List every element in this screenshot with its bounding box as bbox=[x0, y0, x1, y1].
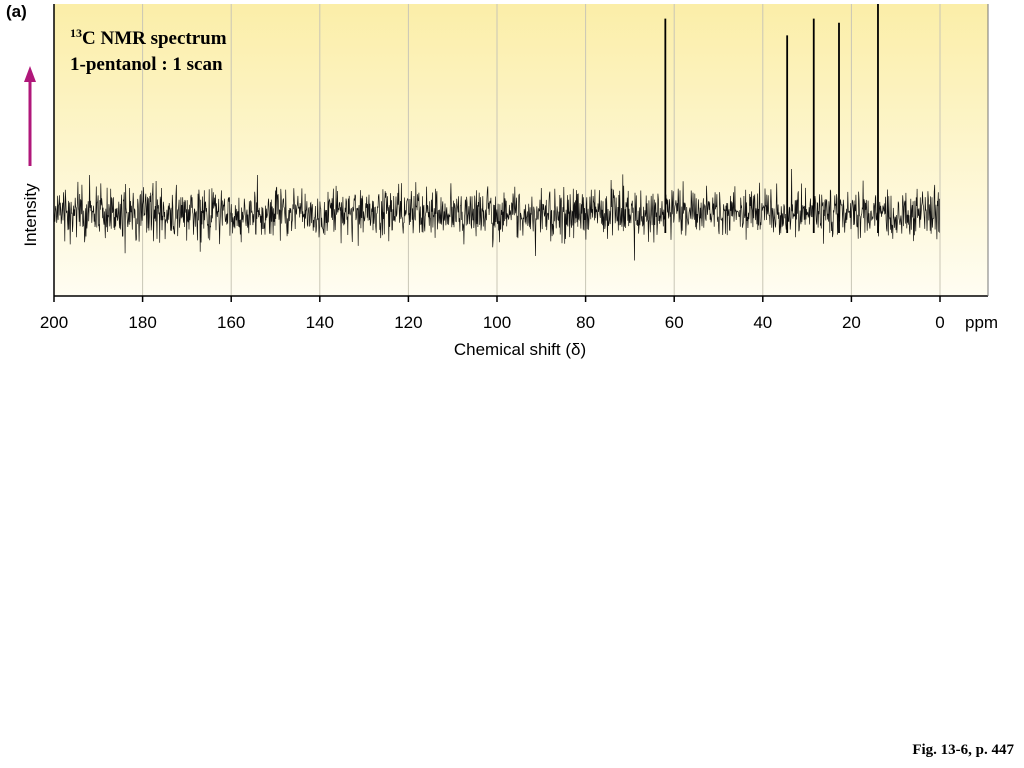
chart-title: 13C NMR spectrum bbox=[70, 26, 227, 52]
intensity-arrow-head bbox=[24, 66, 36, 82]
panel-label: (a) bbox=[6, 2, 27, 21]
x-tick-label-0: 0 bbox=[935, 313, 944, 332]
x-axis-label: Chemical shift (δ) bbox=[454, 340, 586, 359]
y-axis-label: Intensity bbox=[21, 183, 40, 247]
isotope-superscript: 13 bbox=[70, 26, 82, 40]
intensity-arrow bbox=[24, 66, 36, 166]
spectrum-noise bbox=[53, 168, 940, 261]
x-tick-label-20: 20 bbox=[842, 313, 861, 332]
figure-caption: Fig. 13-6, p. 447 bbox=[912, 742, 1014, 758]
spectrum-peaks bbox=[664, 4, 879, 233]
x-axis-unit: ppm bbox=[965, 313, 998, 332]
x-tick-label-200: 200 bbox=[40, 313, 68, 332]
x-tick-label-180: 180 bbox=[128, 313, 156, 332]
x-tick-label-40: 40 bbox=[753, 313, 772, 332]
chart-title-text: C NMR spectrum bbox=[82, 28, 227, 49]
x-tick-label-60: 60 bbox=[665, 313, 684, 332]
chart-title-box: 13C NMR spectrum 1-pentanol : 1 scan bbox=[70, 26, 227, 78]
nmr-spectrum-chart: 200 180 160 140 120 100 80 60 40 20 0 Intensity Ch… bbox=[21, 4, 998, 359]
x-tick-label-160: 160 bbox=[217, 313, 245, 332]
plot-background bbox=[54, 4, 988, 296]
x-tick-label-120: 120 bbox=[394, 313, 422, 332]
x-tick-label-80: 80 bbox=[576, 313, 595, 332]
x-tick-label-100: 100 bbox=[483, 313, 511, 332]
x-tick-label-140: 140 bbox=[306, 313, 334, 332]
chart-subtitle: 1-pentanol : 1 scan bbox=[70, 54, 223, 75]
noise-trace bbox=[53, 168, 940, 261]
x-axis: 200 180 160 140 120 100 80 60 40 20 0 bbox=[40, 4, 989, 332]
